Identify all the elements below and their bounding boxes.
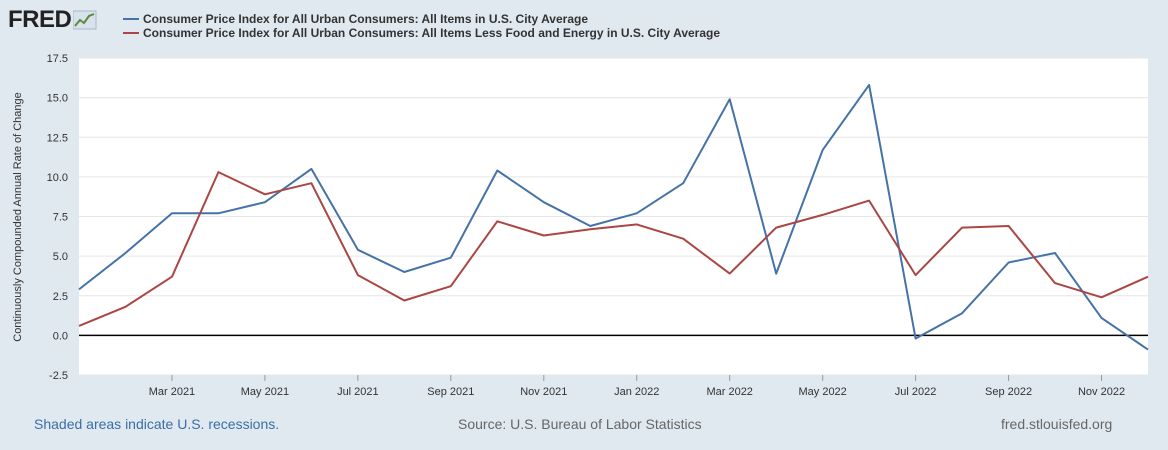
x-tick-label: Mar 2022 [706, 386, 752, 398]
x-tick-label: Sep 2022 [985, 386, 1032, 398]
legend-label-all-items: Consumer Price Index for All Urban Consu… [143, 12, 588, 26]
x-tick-label: Jul 2022 [895, 386, 937, 398]
legend-swatch-all-items [123, 18, 139, 20]
legend-label-core: Consumer Price Index for All Urban Consu… [143, 26, 721, 40]
y-axis-label: Continuously Compounded Annual Rate of C… [12, 92, 24, 342]
x-tick-labels: Mar 2021 May 2021 Jul 2021 Sep 2021 Nov 2021… [149, 375, 1125, 398]
y-tick-label: 12.5 [47, 132, 68, 144]
legend-swatch-core [123, 32, 139, 34]
series-line-all-items[interactable] [78, 83, 1149, 351]
y-tick-label: 15.0 [47, 93, 68, 105]
y-tick-label: 17.5 [47, 53, 68, 65]
x-tick-label: May 2022 [798, 386, 846, 398]
x-tick-label: Sep 2021 [427, 386, 474, 398]
y-tick-label: 5.0 [53, 251, 68, 263]
fred-logo-text: FRED [8, 6, 72, 33]
fred-chart-icon [73, 10, 97, 30]
source-text: Source: U.S. Bureau of Labor Statistics [458, 416, 702, 432]
fred-logo[interactable]: FRED [8, 6, 97, 34]
y-tick-label: 10.0 [47, 172, 68, 184]
y-tick-label: 2.5 [53, 291, 68, 303]
x-tick-label: Nov 2021 [520, 386, 567, 398]
recession-note-link[interactable]: Shaded areas indicate U.S. recessions. [34, 416, 280, 432]
grid-lines [79, 57, 1148, 376]
x-tick-label: Jul 2021 [337, 386, 379, 398]
y-tick-labels: -2.5 0.0 2.5 5.0 7.5 10.0 12.5 15.0 17.5 [47, 53, 68, 382]
legend-item-core[interactable]: Consumer Price Index for All Urban Consu… [123, 26, 720, 40]
x-tick-label: Jan 2022 [614, 386, 659, 398]
series-lines [78, 83, 1149, 351]
site-link[interactable]: fred.stlouisfed.org [1001, 416, 1113, 432]
legend: Consumer Price Index for All Urban Consu… [123, 12, 720, 40]
x-tick-label: May 2021 [241, 386, 289, 398]
y-tick-label: -2.5 [49, 370, 68, 382]
x-tick-label: Nov 2022 [1078, 386, 1125, 398]
series-line-core[interactable] [78, 171, 1149, 327]
x-tick-label: Mar 2021 [149, 386, 195, 398]
cpi-line-chart: -2.5 0.0 2.5 5.0 7.5 10.0 12.5 15.0 17.5 Mar 202… [12, 53, 1149, 398]
legend-item-all-items[interactable]: Consumer Price Index for All Urban Consu… [123, 12, 720, 26]
y-tick-label: 7.5 [53, 212, 68, 224]
y-tick-label: 0.0 [53, 330, 68, 342]
